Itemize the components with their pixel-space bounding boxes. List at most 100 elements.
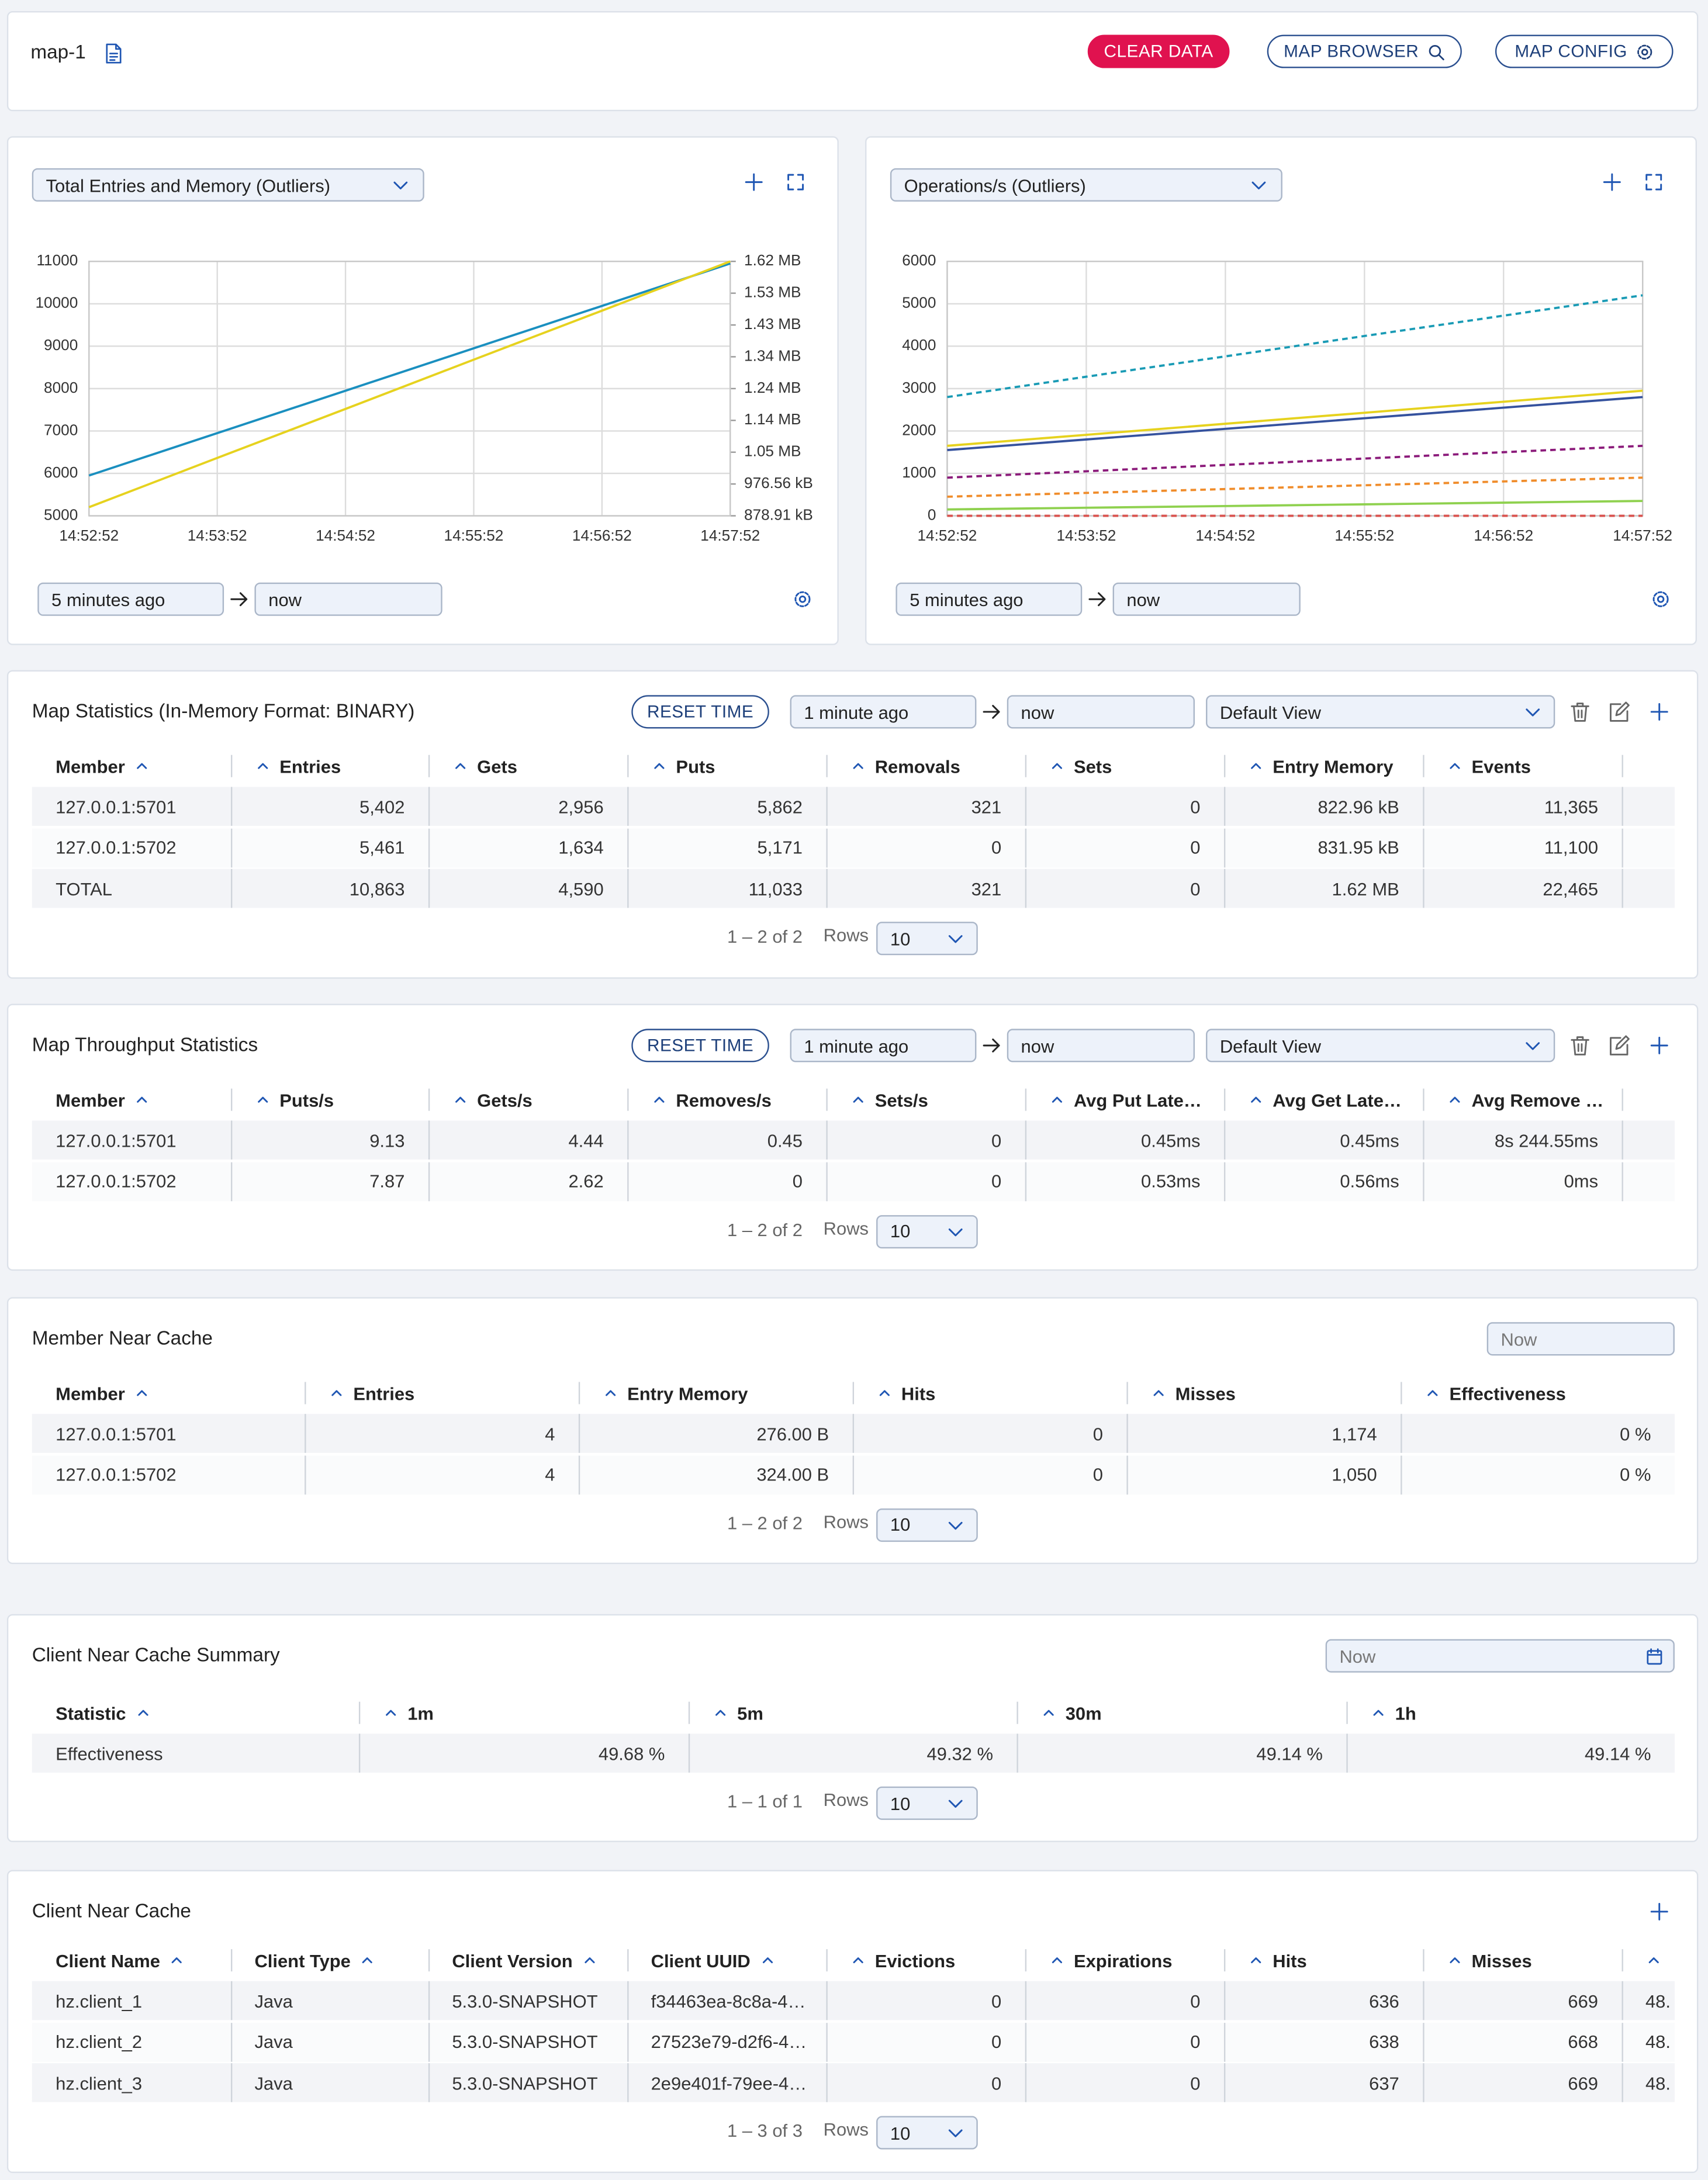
column-divider — [1423, 868, 1425, 908]
sort-icon — [715, 1710, 726, 1716]
add-column-button[interactable] — [1650, 1902, 1669, 1921]
column-header-label: Entry Memory — [1273, 755, 1394, 777]
column-header[interactable]: Entry Memory — [579, 1379, 853, 1407]
add-metric-button[interactable] — [1602, 172, 1621, 192]
y2-tick-label: 1.24 MB — [744, 379, 801, 396]
column-header[interactable]: Misses — [1126, 1379, 1401, 1407]
y2-tick-label: 1.43 MB — [744, 315, 801, 333]
column-header[interactable]: Hits — [853, 1379, 1127, 1407]
time-from[interactable]: 5 minutes ago — [37, 582, 224, 616]
column-divider — [428, 2063, 430, 2102]
sort-icon — [1153, 1390, 1164, 1396]
column-header[interactable]: 5m — [689, 1699, 1017, 1727]
fullscreen-button[interactable] — [1644, 172, 1664, 192]
map-config-button[interactable]: MAP CONFIG — [1495, 34, 1674, 68]
column-header[interactable]: Member — [32, 1086, 231, 1114]
view-selector[interactable]: Default View — [1206, 1029, 1555, 1063]
map-doc-icon-shape — [105, 43, 121, 63]
page-size-selector[interactable]: 10 — [876, 1786, 978, 1820]
column-header[interactable]: Events — [1423, 752, 1621, 780]
column-header[interactable]: Puts — [627, 752, 826, 780]
column-header[interactable]: Removes/s — [627, 1086, 826, 1114]
column-header[interactable]: Sets/s — [826, 1086, 1025, 1114]
time-from[interactable]: 1 minute ago — [790, 1029, 977, 1063]
column-header-label: Misses — [1175, 1382, 1236, 1404]
time-now[interactable]: Now — [1486, 1322, 1675, 1356]
column-header[interactable]: 1h — [1346, 1699, 1675, 1727]
column-header[interactable]: Effectiveness — [1401, 1379, 1675, 1407]
time-to[interactable]: now — [254, 582, 442, 616]
sort-icon — [258, 763, 268, 769]
column-header[interactable]: Member — [32, 752, 231, 780]
page-size-selector[interactable]: 10 — [876, 2116, 978, 2150]
delete-view-button[interactable] — [1569, 701, 1591, 723]
sort-icon-shape — [331, 1390, 342, 1396]
page-size-selector[interactable]: 10 — [876, 1214, 978, 1248]
column-header-label: Puts — [676, 755, 715, 777]
column-header[interactable]: Puts/s — [231, 1086, 428, 1114]
column-header[interactable]: Gets/s — [428, 1086, 627, 1114]
table-cell: 49.14 % — [1016, 1739, 1346, 1767]
column-divider — [1025, 1120, 1027, 1160]
time-to[interactable]: now — [1007, 1029, 1195, 1063]
time-to[interactable]: now — [1112, 582, 1301, 616]
map-browser-button[interactable]: MAP BROWSER — [1267, 34, 1462, 68]
column-header[interactable]: Client Type — [231, 1946, 428, 1974]
edit-view-button[interactable] — [1608, 1034, 1630, 1057]
reset-time-button[interactable]: RESET TIME — [631, 695, 769, 729]
column-header[interactable]: Entries — [305, 1379, 579, 1407]
column-divider — [428, 2022, 430, 2061]
column-header[interactable]: Member — [32, 1379, 305, 1407]
table-cell: 0 — [627, 1167, 826, 1195]
column-header[interactable]: Hits — [1224, 1946, 1423, 1974]
clear-data-button[interactable]: CLEAR DATA — [1087, 34, 1230, 68]
column-header[interactable]: Entries — [231, 752, 428, 780]
time-from[interactable]: 5 minutes ago — [896, 582, 1083, 616]
add-view-button[interactable] — [1650, 702, 1669, 721]
column-header[interactable]: Misses — [1423, 1946, 1621, 1974]
add-metric-button[interactable] — [744, 172, 763, 192]
column-header-label: Avg Get Late… — [1273, 1089, 1402, 1110]
column-header[interactable]: Sets — [1025, 752, 1224, 780]
column-header[interactable]: Client Name — [32, 1946, 231, 1974]
chart-selector[interactable]: Total Entries and Memory (Outliers) — [32, 168, 424, 202]
time-to[interactable]: now — [1007, 695, 1195, 729]
y2-tick-label: 1.14 MB — [744, 410, 801, 428]
column-header[interactable]: Client Version — [428, 1946, 627, 1974]
column-header[interactable]: Gets — [428, 752, 627, 780]
column-header[interactable]: Client UUID — [627, 1946, 826, 1974]
table-cell-text: hz.client_3 — [56, 2072, 143, 2094]
chart-settings-button[interactable] — [793, 590, 812, 609]
page-size-selector[interactable]: 10 — [876, 1507, 978, 1541]
column-header[interactable]: Evictions — [826, 1946, 1025, 1974]
y-tick-label: 10000 — [36, 294, 78, 312]
time-from[interactable]: 1 minute ago — [790, 695, 977, 729]
column-header[interactable]: 30m — [1016, 1699, 1346, 1727]
column-header[interactable] — [1621, 1946, 1674, 1974]
page-size-chevron-shape — [948, 1227, 963, 1236]
reset-time-button[interactable]: RESET TIME — [631, 1029, 769, 1063]
column-header[interactable]: Avg Remove … — [1423, 1086, 1621, 1114]
column-header[interactable]: Expirations — [1025, 1946, 1224, 1974]
chart-settings-button[interactable] — [1651, 590, 1670, 609]
view-selector[interactable]: Default View — [1206, 695, 1555, 729]
page-size-selector[interactable]: 10 — [876, 922, 978, 956]
column-header[interactable]: Entry Memory — [1224, 752, 1423, 780]
map-doc-icon[interactable] — [102, 43, 123, 64]
time-now[interactable]: Now — [1325, 1639, 1675, 1673]
table-cell: 48. — [1621, 2069, 1674, 2097]
column-header[interactable]: Statistic — [32, 1699, 359, 1727]
add-view-button[interactable] — [1650, 1036, 1669, 1055]
sort-icon — [654, 1096, 665, 1103]
column-header[interactable]: Avg Put Late… — [1025, 1086, 1224, 1114]
fullscreen-button[interactable] — [786, 172, 805, 192]
chart-selector[interactable]: Operations/s (Outliers) — [890, 168, 1282, 202]
edit-view-button[interactable] — [1608, 701, 1630, 723]
table-cell-text: 11,033 — [748, 878, 803, 899]
x-tick-label: 14:52:52 — [59, 527, 119, 544]
column-header[interactable]: Avg Get Late… — [1224, 1086, 1423, 1114]
column-header[interactable]: Removals — [826, 752, 1025, 780]
column-divider — [1126, 1414, 1128, 1453]
delete-view-button[interactable] — [1569, 1034, 1591, 1057]
column-header[interactable]: 1m — [359, 1699, 689, 1727]
